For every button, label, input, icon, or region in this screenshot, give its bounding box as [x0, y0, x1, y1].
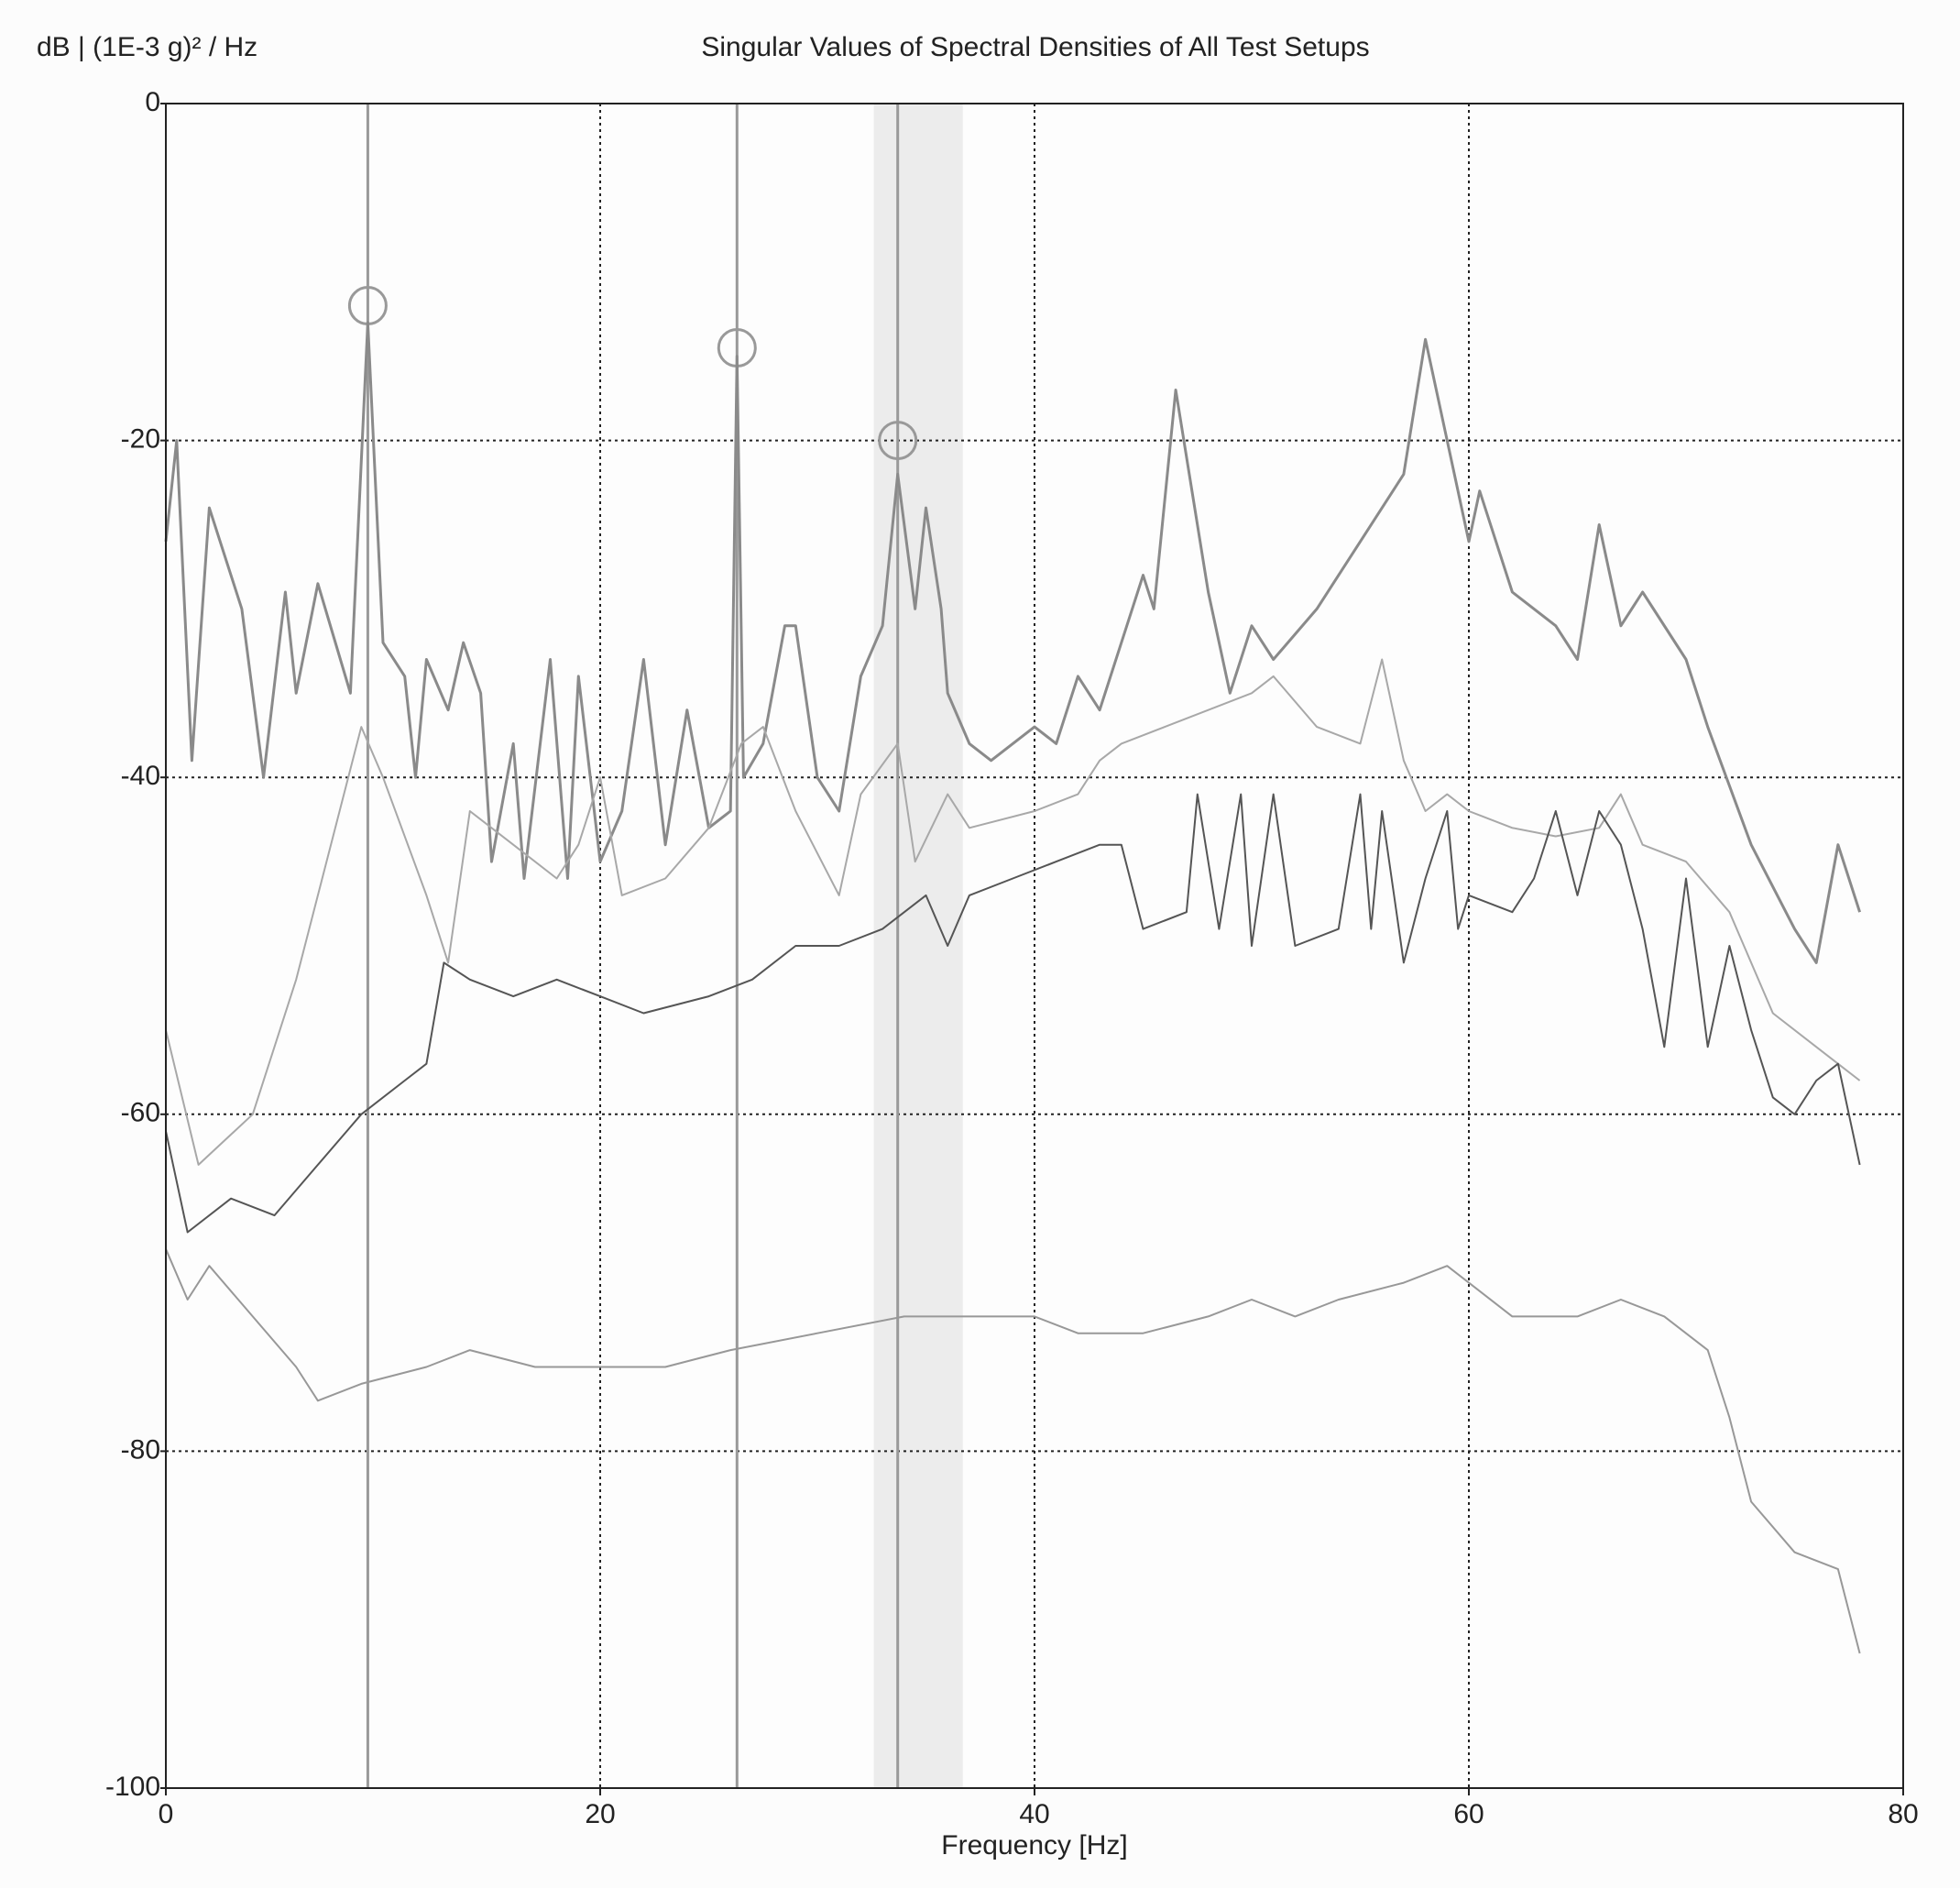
x-tick-label: 0 — [159, 1799, 174, 1829]
x-tick-label: 80 — [1888, 1799, 1918, 1829]
plot-frame — [165, 103, 1904, 1789]
series-line — [164, 321, 1862, 964]
y-tick-label: -80 — [121, 1434, 160, 1465]
x-tick-label: 60 — [1453, 1799, 1484, 1829]
y-tick-label: -60 — [121, 1098, 160, 1128]
y-tick-label: 0 — [145, 87, 160, 117]
series-line — [165, 1248, 1861, 1654]
x-tick-label: 20 — [585, 1799, 615, 1829]
y-tick-label: -40 — [121, 761, 160, 791]
series-line — [165, 658, 1861, 1166]
chart-title: Singular Values of Spectral Densities of… — [701, 32, 1369, 62]
series-line — [165, 793, 1861, 1234]
y-axis-label: dB | (1E-3 g)² / Hz — [37, 32, 257, 62]
x-axis-label: Frequency [Hz] — [941, 1830, 1127, 1861]
x-tick-label: 40 — [1019, 1799, 1049, 1829]
peak-marker — [878, 421, 918, 461]
y-tick-label: -20 — [121, 424, 160, 455]
highlight-band — [873, 104, 963, 1788]
y-tick-label: -100 — [105, 1772, 160, 1802]
